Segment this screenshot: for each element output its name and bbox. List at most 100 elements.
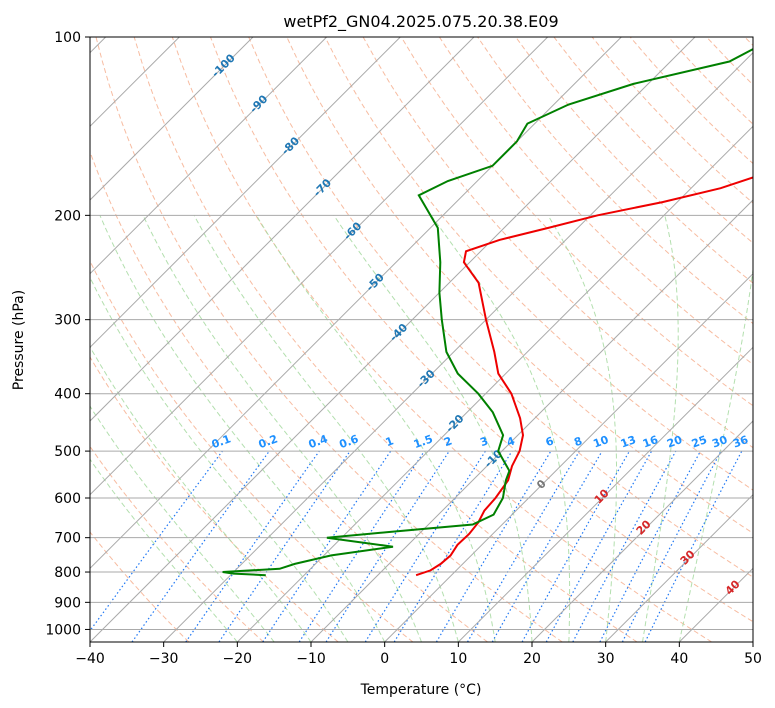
dewpoint-line <box>222 47 753 577</box>
mixing-ratio-line <box>325 450 450 642</box>
moist-adiabat <box>90 458 238 642</box>
moist-adiabat <box>90 345 312 642</box>
y-tick-label: 600 <box>54 491 81 507</box>
mixing-ratio-line <box>262 450 392 642</box>
x-tick-label: −10 <box>296 651 326 667</box>
dry-adiabat <box>400 37 753 407</box>
isotherm <box>90 37 622 570</box>
y-tick-label: 900 <box>54 595 81 611</box>
mixing-ratio-label: 3 <box>478 434 490 449</box>
isotherm <box>531 420 753 642</box>
moist-adiabat <box>255 215 496 642</box>
mixing-ratio-label: 30 <box>710 433 729 451</box>
dry-adiabat <box>90 150 488 642</box>
x-tick-label: 20 <box>523 651 541 667</box>
plot-area <box>90 37 753 642</box>
mixing-ratio-label: 0.1 <box>210 432 233 451</box>
dry-adiabat <box>210 37 753 623</box>
dry-adiabat <box>324 37 753 491</box>
plot-frame <box>89 36 754 643</box>
dry-adiabat <box>90 531 190 642</box>
moist-adiabat <box>430 215 571 642</box>
x-tick-label: 30 <box>597 651 615 667</box>
x-axis-ticks: −40 −30 −20 −10 0 10 20 30 40 50 <box>75 642 762 667</box>
y-tick-label: 200 <box>54 208 81 224</box>
isotherm <box>457 346 753 642</box>
temperature-line <box>415 176 753 577</box>
mixing-ratio-label: 13 <box>619 433 638 450</box>
dry-adiabat <box>95 37 563 642</box>
mixing-ratio-line <box>545 450 653 642</box>
y-tick-label: 300 <box>54 313 81 329</box>
isotherm <box>90 37 328 275</box>
mixing-ratio-label: 0.4 <box>307 432 330 451</box>
dry-adiabat <box>90 445 264 642</box>
mixing-ratio-label: 2 <box>442 434 454 449</box>
isotherm <box>236 125 753 642</box>
mixing-ratio-line <box>572 450 677 642</box>
mixing-ratio-label: 6 <box>544 434 556 449</box>
mixing-ratio-label: 0.6 <box>338 432 361 451</box>
isotherm-gridlines <box>90 37 753 642</box>
background-lines <box>90 37 753 642</box>
isotherm <box>90 37 401 349</box>
x-tick-label: 40 <box>670 651 688 667</box>
x-tick-label: −40 <box>75 651 105 667</box>
isotherm <box>163 51 753 642</box>
isotherm <box>310 199 753 642</box>
dry-adiabat <box>133 37 638 642</box>
mixing-ratio-label: 10 <box>591 433 610 451</box>
mixing-ratio-line <box>218 450 351 642</box>
pressure-gridlines <box>90 37 753 630</box>
mixing-ratio-line <box>521 450 631 642</box>
y-tick-label: 800 <box>54 565 81 581</box>
moist-adiabat <box>99 215 386 642</box>
mixing-ratio-label: 16 <box>641 433 660 451</box>
mixing-ratio-line <box>644 450 743 642</box>
moist-adiabat <box>678 265 753 642</box>
isotherm <box>90 37 254 201</box>
mixing-ratio-line <box>298 450 425 642</box>
x-tick-label: 10 <box>449 651 467 667</box>
x-tick-label: 50 <box>744 651 762 667</box>
y-tick-label: 1000 <box>45 622 81 638</box>
mixing-ratio-label: 20 <box>665 433 684 451</box>
chart-title: wetPf2_GN04.2025.075.20.38.E09 <box>283 12 558 32</box>
moist-adiabat <box>142 215 422 642</box>
x-tick-label: 0 <box>380 651 389 667</box>
moist-adiabat <box>193 215 459 642</box>
isotherm <box>384 272 753 642</box>
mixing-ratio-label: 0.2 <box>257 432 280 451</box>
isotherm <box>90 37 549 496</box>
isotherm <box>90 37 475 422</box>
isotherm <box>605 493 753 642</box>
y-tick-label: 500 <box>54 444 81 460</box>
y-tick-label: 700 <box>54 531 81 547</box>
moist-adiabat <box>547 215 617 642</box>
dry-adiabat <box>248 37 753 578</box>
mixing-ratio-line <box>131 450 270 642</box>
mixing-ratio-label: 8 <box>572 434 584 449</box>
mixing-ratio-lines <box>90 450 743 642</box>
profile-lines <box>222 47 753 577</box>
mixing-ratio-label: 1 <box>384 434 396 449</box>
x-tick-label: −30 <box>149 651 179 667</box>
dry-adiabat <box>171 37 712 642</box>
y-tick-label: 400 <box>54 387 81 403</box>
moist-adiabat <box>642 215 679 642</box>
y-axis-label: Pressure (hPa) <box>11 290 27 390</box>
mixing-ratio-line <box>393 450 513 642</box>
dry-adiabat <box>90 356 339 642</box>
y-tick-label: 100 <box>54 30 81 46</box>
mixing-ratio-label: 25 <box>690 433 709 450</box>
mixing-ratio-label: 4 <box>505 434 517 449</box>
x-tick-label: −20 <box>223 651 253 667</box>
mixing-ratio-line <box>185 450 320 642</box>
dry-adiabat <box>438 37 753 366</box>
dry-adiabat <box>515 37 753 284</box>
mixing-ratio-line <box>90 450 223 632</box>
x-axis-label: Temperature (°C) <box>360 682 482 698</box>
mixing-ratio-label: 36 <box>731 433 750 451</box>
y-axis-ticks: 100 200 300 400 500 600 700 800 900 1000 <box>45 30 90 638</box>
